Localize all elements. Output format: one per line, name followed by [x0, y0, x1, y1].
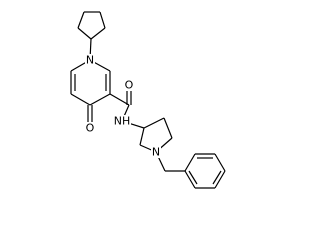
bond: [212, 170, 222, 185]
bond: [214, 170, 226, 189]
atom-label: O: [125, 79, 134, 92]
bond: [70, 93, 91, 106]
bond: [90, 27, 106, 40]
bond: [99, 11, 106, 29]
atom-label: N: [152, 146, 160, 159]
atom-label: NH: [114, 115, 131, 128]
atom-labels: N O O NH N: [85, 54, 161, 159]
label-bg: [85, 54, 95, 66]
bond: [184, 170, 196, 189]
bond: [184, 153, 196, 172]
bond: [143, 117, 165, 129]
bond: [89, 93, 111, 106]
bond: [77, 11, 85, 29]
atom-label: N: [86, 54, 94, 67]
label-bg: [124, 79, 134, 91]
bond: [188, 170, 198, 185]
bond: [77, 27, 92, 40]
label-bg: [113, 115, 131, 127]
bonds: [70, 11, 226, 189]
bond: [109, 93, 130, 106]
atom-label: O: [86, 122, 95, 135]
label-bg: [85, 122, 95, 134]
bond: [163, 117, 173, 139]
bond: [214, 153, 226, 172]
bond: [139, 127, 145, 146]
label-bg: [151, 146, 161, 158]
molecule-diagram: N O O NH N: [70, 11, 226, 189]
